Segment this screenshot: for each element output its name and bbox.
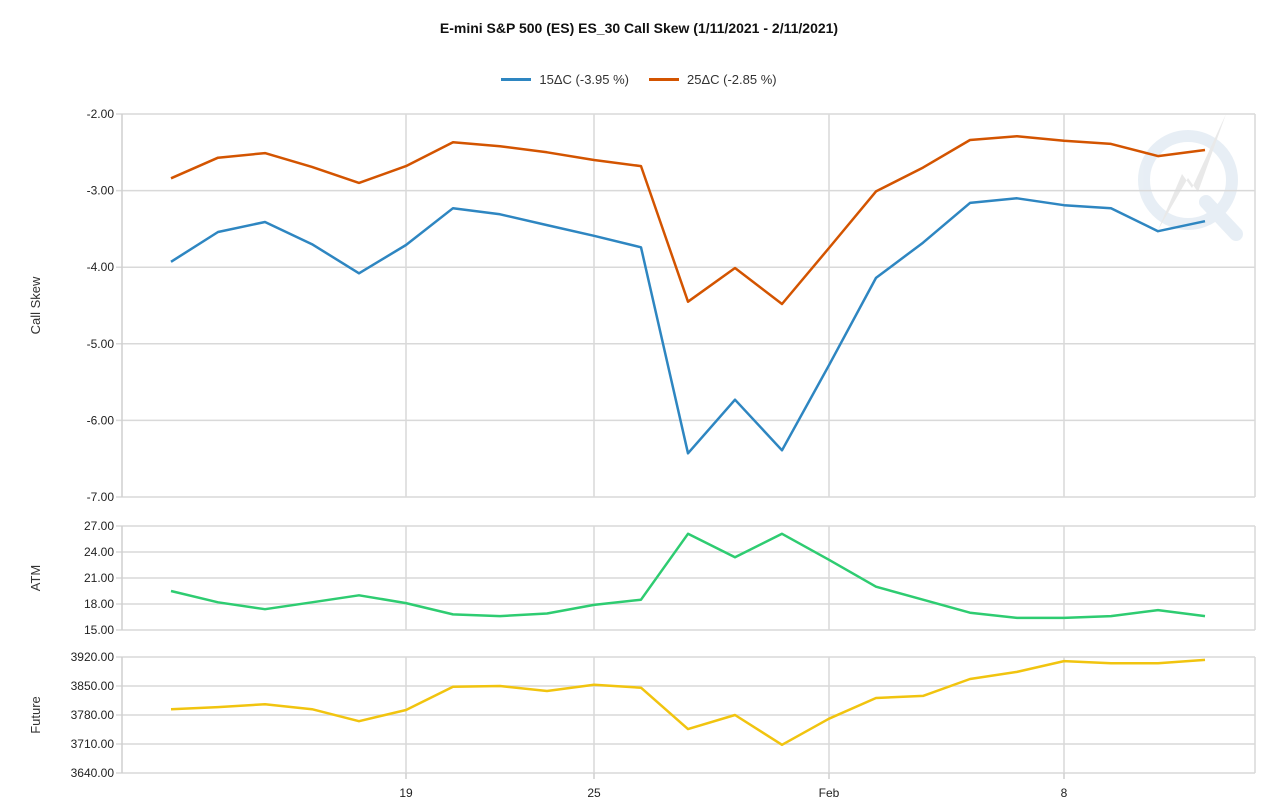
future-ytick-label: 3780.00 [71,708,115,722]
atm-ytick-label: 27.00 [84,519,114,533]
atm-ytick-label: 21.00 [84,571,114,585]
atm-axis-title: ATM [28,565,43,591]
chart-title: E-mini S&P 500 (ES) ES_30 Call Skew (1/1… [439,20,839,36]
x-axis: 19 25 Feb 8 [399,773,1068,800]
future-ytick-label: 3710.00 [71,737,115,751]
legend: 15ΔC (-3.95 %) 25ΔC (-2.85 %) [0,72,1278,87]
future-ytick-label: 3640.00 [71,766,115,780]
x-tick-label: Feb [819,786,840,800]
future-ytick-label: 3920.00 [71,650,115,664]
call-skew-ytick-label: -4.00 [87,260,115,274]
call-skew-series-line[interactable] [170,197,1206,455]
call-skew-ytick-label: -5.00 [87,337,115,351]
atm-ytick-label: 18.00 [84,597,114,611]
call-skew-axis-title: Call Skew [28,276,43,334]
future-series-line[interactable] [170,658,1206,747]
legend-swatch-15dc [501,78,532,81]
call-skew-series-line[interactable] [170,134,1206,306]
x-tick-label: 19 [399,786,413,800]
atm-ytick-label: 15.00 [84,623,114,637]
legend-item-25dc[interactable]: 25ΔC (-2.85 %) [649,72,777,87]
legend-label-15dc: 15ΔC (-3.95 %) [539,72,629,87]
x-tick-label: 8 [1061,786,1068,800]
future-panel: 3920.00 3850.00 3780.00 3710.00 3640.00 Futur… [28,650,1256,780]
future-ytick-label: 3850.00 [71,679,115,693]
atm-panel: 27.00 24.00 21.00 18.00 15.00 ATM [28,519,1256,637]
call-skew-ytick-label: -3.00 [87,184,115,198]
future-axis-title: Future [28,696,43,734]
atm-ytick-label: 24.00 [84,545,114,559]
call-skew-ytick-label: -2.00 [87,107,115,121]
x-tick-label: 25 [587,786,601,800]
legend-item-15dc[interactable]: 15ΔC (-3.95 %) [501,72,629,87]
q-logo-icon [1138,114,1243,241]
call-skew-ytick-label: -6.00 [87,413,115,427]
call-skew-panel: -2.00 -3.00 -4.00 -5.00 -6.00 -7.00 Call Skew [28,107,1256,504]
atm-series-line[interactable] [170,532,1206,620]
legend-label-25dc: 25ΔC (-2.85 %) [687,72,777,87]
call-skew-ytick-label: -7.00 [87,490,115,504]
legend-swatch-25dc [649,78,679,81]
